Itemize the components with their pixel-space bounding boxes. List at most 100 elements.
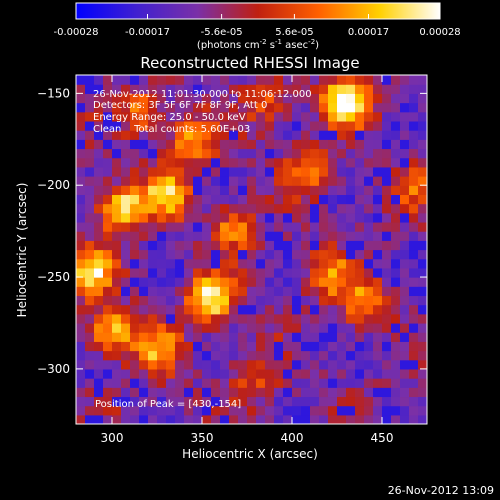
heatmap-cell xyxy=(328,332,338,342)
heatmap-cell xyxy=(283,120,293,131)
heatmap-cell xyxy=(139,240,149,251)
heatmap-cell xyxy=(121,111,131,122)
heatmap-cell xyxy=(121,157,131,168)
heatmap-cell xyxy=(292,313,302,324)
heatmap-cell xyxy=(220,231,230,241)
heatmap-cell xyxy=(112,203,122,214)
heatmap-cell xyxy=(409,111,419,122)
heatmap-cell xyxy=(292,166,302,177)
heatmap-cell xyxy=(283,405,293,416)
heatmap-cell xyxy=(274,231,284,241)
heatmap-cell xyxy=(121,414,131,424)
heatmap-cell xyxy=(400,368,410,379)
heatmap-cell xyxy=(409,378,419,388)
heatmap-cell xyxy=(373,405,383,416)
heatmap-cell xyxy=(328,405,338,416)
heatmap-cell xyxy=(346,295,356,306)
heatmap-cell xyxy=(346,405,356,416)
heatmap-cell xyxy=(319,405,329,416)
heatmap-cell xyxy=(130,258,140,269)
heatmap-cell xyxy=(292,267,302,278)
heatmap-cell xyxy=(283,286,293,297)
heatmap-cell xyxy=(103,93,113,104)
heatmap-cell xyxy=(391,359,401,370)
heatmap-cell xyxy=(364,166,374,177)
heatmap-cell xyxy=(391,267,401,278)
heatmap-cell xyxy=(166,341,176,352)
heatmap-cell xyxy=(211,368,221,379)
heatmap-cell xyxy=(364,286,374,297)
heatmap-cell xyxy=(157,387,167,398)
heatmap-cell xyxy=(319,93,329,104)
heatmap-cell xyxy=(247,231,257,241)
heatmap-cell xyxy=(85,148,95,159)
heatmap-cell xyxy=(94,258,104,269)
heatmap-cell xyxy=(265,295,275,306)
colorbar-tick-label: 5.6e-05 xyxy=(275,27,313,38)
heatmap-cell xyxy=(373,277,383,287)
heatmap-cell xyxy=(157,203,167,214)
heatmap-cell xyxy=(319,359,329,370)
heatmap-cell xyxy=(121,212,131,223)
heatmap-cell xyxy=(130,332,140,342)
heatmap-cell xyxy=(265,102,275,113)
heatmap-cell xyxy=(148,221,158,232)
heatmap-cell xyxy=(355,322,365,333)
heatmap-cell xyxy=(328,240,338,251)
heatmap-cell xyxy=(355,359,365,370)
heatmap-cell xyxy=(220,203,230,214)
heatmap-cell xyxy=(184,157,194,168)
heatmap-cell xyxy=(283,387,293,398)
heatmap-cell xyxy=(112,221,122,232)
heatmap-cell xyxy=(220,322,230,333)
heatmap-cell xyxy=(238,378,248,388)
heatmap-cell xyxy=(319,203,329,214)
heatmap-cell xyxy=(148,341,158,352)
heatmap-cell xyxy=(148,304,158,315)
heatmap-cell xyxy=(292,277,302,287)
heatmap-cell xyxy=(85,185,95,195)
heatmap-cell xyxy=(157,286,167,297)
heatmap-cell xyxy=(184,295,194,306)
heatmap-cell xyxy=(310,350,320,361)
heatmap-cell xyxy=(112,75,122,85)
heatmap-cell xyxy=(265,148,275,159)
heatmap-cell xyxy=(148,267,158,278)
heatmap-cell xyxy=(337,368,347,379)
heatmap-cell xyxy=(400,102,410,113)
heatmap-cell xyxy=(103,148,113,159)
heatmap-cell xyxy=(391,396,401,407)
heatmap-cell xyxy=(346,286,356,297)
heatmap-cell xyxy=(76,387,86,398)
heatmap-cell xyxy=(346,130,356,140)
heatmap-cell xyxy=(391,221,401,232)
heatmap-cell xyxy=(328,194,338,205)
heatmap-cell xyxy=(220,295,230,306)
heatmap-cell xyxy=(175,84,185,94)
heatmap-cell xyxy=(409,120,419,131)
heatmap-cell xyxy=(202,102,212,113)
heatmap-cell xyxy=(274,212,284,223)
heatmap-cell xyxy=(256,387,266,398)
heatmap-cell xyxy=(85,203,95,214)
heatmap-cell xyxy=(166,185,176,195)
observation-info: 26-Nov-2012 11:01:30.000 to 11:06:12.000… xyxy=(93,89,312,135)
heatmap-cell xyxy=(301,194,311,205)
heatmap-cell xyxy=(238,130,248,140)
heatmap-cell xyxy=(112,350,122,361)
heatmap-cell xyxy=(418,286,427,297)
heatmap-cell xyxy=(292,111,302,122)
heatmap-cell xyxy=(85,157,95,168)
heatmap-cell xyxy=(292,84,302,94)
heatmap-cell xyxy=(238,313,248,324)
heatmap-cell xyxy=(211,258,221,269)
heatmap-cell xyxy=(193,396,203,407)
heatmap-cell xyxy=(346,221,356,232)
heatmap-cell xyxy=(85,240,95,251)
x-axis-label: Heliocentric X (arcsec) xyxy=(182,447,318,461)
heatmap-cell xyxy=(301,212,311,223)
heatmap-cell xyxy=(247,341,257,352)
heatmap-cell xyxy=(418,405,427,416)
heatmap-cell xyxy=(130,322,140,333)
heatmap-cell xyxy=(292,102,302,113)
